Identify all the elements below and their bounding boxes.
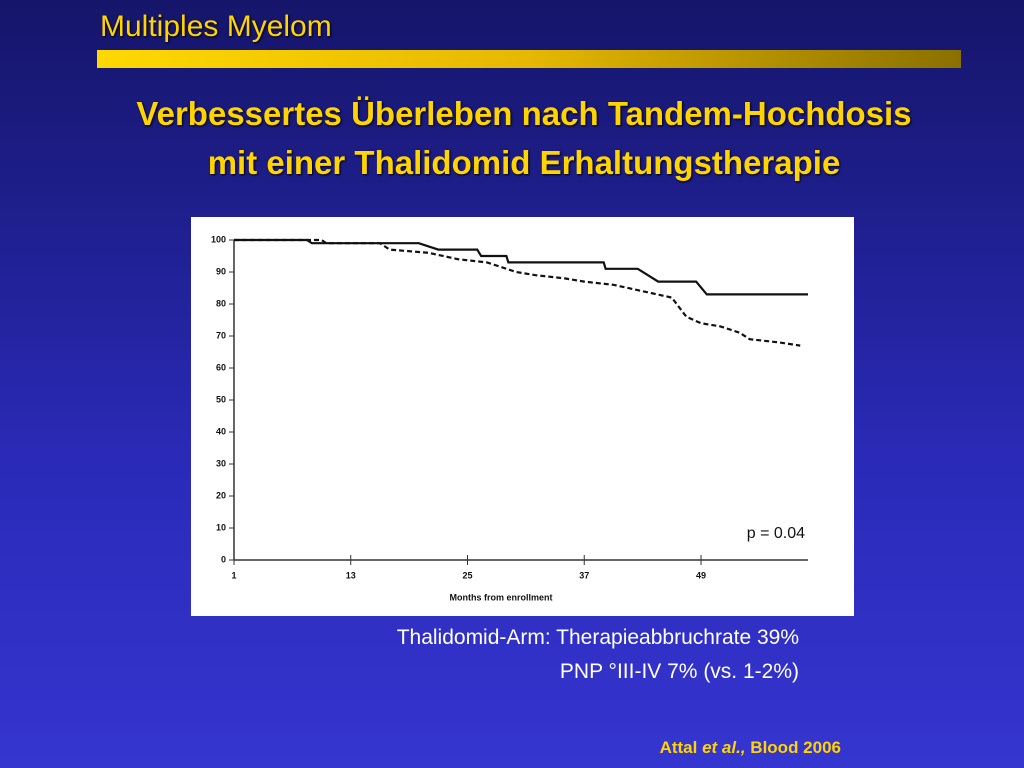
y-tick-label: 20 bbox=[216, 490, 226, 500]
y-tick-label: 100 bbox=[211, 234, 226, 244]
chart: Months from enrollment p = 0.04 0 10 20 30 4… bbox=[191, 217, 854, 616]
y-tick-label: 50 bbox=[216, 394, 226, 404]
header-bar bbox=[97, 50, 961, 68]
x-axis-label: Months from enrollment bbox=[450, 592, 553, 602]
slide-header: Multiples Myelom bbox=[100, 10, 332, 43]
y-tick-label: 60 bbox=[216, 362, 226, 372]
x-tick-label: 49 bbox=[696, 570, 706, 580]
citation-author: Attal bbox=[659, 738, 698, 757]
y-tick-label: 10 bbox=[216, 522, 226, 532]
y-tick-label: 70 bbox=[216, 330, 226, 340]
headline: mit einer Thalidomid Erhaltungstherapie bbox=[207, 144, 841, 181]
x-tick-label: 25 bbox=[462, 570, 472, 580]
y-tick-label: 80 bbox=[216, 298, 226, 308]
citation-source: Blood 2006 bbox=[750, 738, 841, 757]
citation-etal: et al., bbox=[702, 738, 746, 757]
note: Thalidomid-Arm: Therapieabbruchrate 39% bbox=[396, 626, 799, 649]
survival-line bbox=[234, 238, 801, 347]
chart-background bbox=[191, 217, 854, 616]
citation: Attal et al., Blood 2006 bbox=[660, 738, 841, 758]
headline: Verbessertes Überleben nach Tandem-Hochd… bbox=[136, 95, 912, 132]
y-tick-label: 40 bbox=[216, 426, 226, 436]
x-tick-label: 13 bbox=[346, 570, 356, 580]
y-tick-label: 90 bbox=[216, 266, 226, 276]
annotation: p = 0.04 bbox=[747, 525, 805, 542]
note: PNP °III-IV 7% (vs. 1-2%) bbox=[559, 660, 799, 683]
y-tick-label: 30 bbox=[216, 458, 226, 468]
y-tick-label: 0 bbox=[221, 554, 226, 564]
survival-line bbox=[234, 238, 808, 296]
x-tick-label: 1 bbox=[231, 570, 236, 580]
x-tick-label: 37 bbox=[579, 570, 589, 580]
